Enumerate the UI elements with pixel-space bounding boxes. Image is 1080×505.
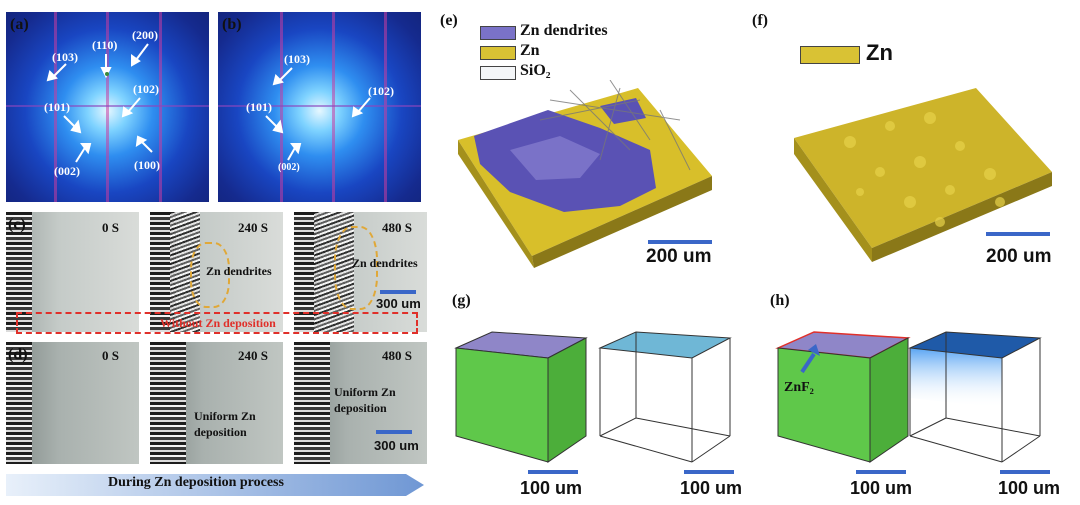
scale-label: 100 um: [998, 478, 1061, 498]
miller-index: (002): [54, 164, 80, 178]
legend-label: SiO₂: [520, 62, 551, 79]
scale-bar: [684, 470, 734, 474]
scale-bar: [380, 290, 416, 294]
legend-swatch-zn: [480, 46, 516, 60]
panel-label-a: (a): [10, 16, 29, 33]
scale-bar: [376, 430, 412, 434]
scale-bar: [648, 240, 712, 244]
annotation-uniform: Uniform Zn deposition: [194, 409, 256, 439]
scale-bar: [856, 470, 906, 474]
legend-label: Zn: [520, 42, 540, 59]
time-label: 240 S: [238, 348, 268, 363]
xrd-pattern-a: (a) (110) (200) (103) (102) (101) (002) …: [6, 12, 209, 202]
panel-label-b: (b): [222, 16, 242, 33]
time-label: 480 S: [382, 220, 412, 235]
micrograph-d-480s: 480 S Uniform Zn deposition 300 um: [294, 342, 427, 464]
miller-index: (100): [134, 158, 160, 172]
scale-label: 100 um: [850, 478, 913, 498]
legend-swatch-sio2: [480, 66, 516, 80]
time-label: 240 S: [238, 220, 268, 235]
xrd-pattern-b: (b) (103) (102) (101) (002): [218, 12, 421, 202]
legend-swatch-zn: [800, 46, 860, 64]
process-arrow-text: During Zn deposition process: [108, 475, 284, 490]
annotation-zn-dendrites: Zn dendrites: [352, 256, 418, 270]
legend-swatch-dendrite: [480, 26, 516, 40]
scale-bar: [1000, 470, 1050, 474]
cube-outline-dendrite: [598, 331, 732, 463]
time-label: 0 S: [102, 220, 119, 235]
index-arrows: [265, 67, 371, 161]
cube-green-dendrite: [454, 331, 588, 463]
render-zn-dendrites: [458, 80, 712, 268]
miller-index: (200): [132, 28, 158, 42]
scale-bar: [528, 470, 578, 474]
miller-index: (103): [284, 52, 310, 66]
cube-green-znf2: [775, 331, 911, 463]
panel-label-e: (e): [440, 12, 458, 29]
legend-label: Zn: [866, 40, 893, 65]
red-box-text: Without Zn deposition: [160, 316, 276, 330]
micrograph-d-240s: 240 S Uniform Zn deposition: [150, 342, 283, 464]
legend-label: Zn dendrites: [520, 22, 608, 39]
micrograph-d-0s: (d) 0 S: [6, 342, 139, 464]
scale-label: 300 um: [374, 438, 419, 453]
miller-index: (102): [368, 84, 394, 98]
miller-index: (101): [246, 100, 272, 114]
time-label: 0 S: [102, 348, 119, 363]
render-zn-uniform: [794, 88, 1052, 262]
panel-label-d: (d): [8, 346, 28, 363]
time-label: 480 S: [382, 348, 412, 363]
panel-label-h: (h): [770, 292, 790, 309]
cube-outline-znf2: [908, 331, 1042, 463]
scale-bar: [986, 232, 1050, 236]
panel-label-g: (g): [452, 292, 471, 309]
red-dashed-box: [16, 312, 418, 334]
scale-label: 300 um: [376, 296, 421, 311]
scale-label: 200 um: [646, 246, 712, 267]
scale-label: 100 um: [680, 478, 743, 498]
process-arrow: [6, 474, 424, 496]
scale-label: 100 um: [520, 478, 583, 498]
annotation-uniform: Uniform Zn deposition: [334, 385, 396, 415]
miller-index: (101): [44, 100, 70, 114]
annotation-zn-dendrites: Zn dendrites: [206, 264, 272, 278]
panel-label-f: (f): [752, 12, 768, 29]
panel-label-c: (c): [8, 216, 26, 233]
scale-label: 200 um: [986, 246, 1052, 267]
miller-index: (102): [133, 82, 159, 96]
index-arrows: [46, 43, 153, 163]
miller-index: (110): [92, 38, 118, 52]
miller-index: (103): [52, 50, 78, 64]
miller-index: (002): [278, 162, 300, 173]
annotation-znf2: ZnF₂: [784, 380, 814, 395]
